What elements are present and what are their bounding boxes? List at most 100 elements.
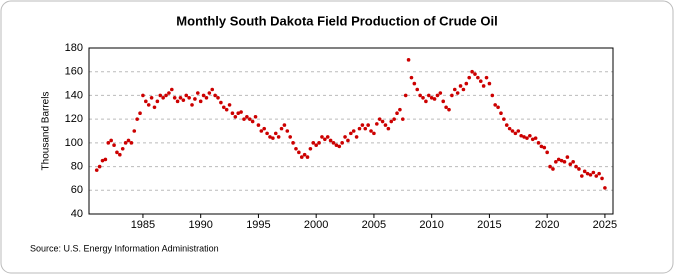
- data-point: [109, 138, 113, 143]
- data-point: [447, 107, 451, 112]
- data-point: [112, 143, 116, 148]
- data-point: [184, 93, 189, 98]
- data-point: [444, 105, 448, 110]
- data-point: [265, 131, 269, 136]
- data-point: [536, 141, 541, 145]
- data-point: [100, 158, 105, 163]
- data-point: [253, 114, 258, 119]
- data-point: [349, 131, 353, 136]
- data-point: [481, 84, 486, 88]
- data-point: [126, 138, 131, 143]
- data-point: [556, 157, 561, 162]
- data-point: [331, 141, 336, 145]
- data-point: [172, 96, 177, 100]
- data-point: [268, 135, 272, 139]
- data-point: [409, 75, 414, 80]
- data-point: [582, 169, 587, 174]
- data-point: [585, 171, 590, 176]
- data-point: [438, 91, 443, 95]
- data-point: [421, 96, 425, 100]
- data-point: [308, 146, 313, 151]
- y-tick-label: 100: [65, 137, 83, 149]
- data-point: [450, 93, 454, 98]
- data-point: [164, 93, 168, 98]
- data-point: [580, 174, 584, 178]
- data-point: [213, 93, 217, 98]
- data-point: [198, 99, 203, 104]
- data-point: [161, 96, 165, 100]
- data-point: [525, 136, 529, 140]
- data-point: [146, 103, 151, 107]
- data-point: [473, 72, 477, 76]
- data-point: [328, 138, 333, 143]
- y-tick-label: 180: [65, 42, 83, 54]
- data-point: [461, 87, 466, 92]
- data-point: [464, 81, 469, 86]
- data-point: [386, 126, 391, 131]
- data-point: [337, 144, 342, 149]
- data-point: [603, 186, 607, 190]
- data-point: [170, 87, 174, 92]
- y-tick-label: 120: [65, 113, 83, 125]
- data-point: [305, 155, 310, 159]
- data-point: [530, 137, 535, 142]
- data-point: [577, 167, 581, 171]
- data-point: [380, 119, 385, 124]
- y-tick-label: 40: [71, 208, 83, 220]
- data-point: [314, 143, 318, 148]
- data-point: [507, 126, 512, 131]
- data-point: [302, 152, 307, 157]
- data-point: [519, 133, 523, 138]
- data-point: [106, 141, 111, 145]
- data-point: [233, 114, 238, 119]
- data-point: [389, 119, 394, 124]
- data-point: [227, 103, 232, 107]
- data-point: [403, 93, 408, 98]
- data-point: [103, 157, 108, 162]
- y-tick-label: 140: [65, 89, 83, 101]
- data-point: [559, 158, 564, 163]
- data-point: [366, 123, 370, 127]
- data-point: [354, 135, 359, 139]
- data-point: [195, 91, 200, 95]
- data-point: [487, 81, 492, 86]
- x-tick-label: 1995: [246, 219, 270, 231]
- data-point: [273, 131, 278, 136]
- data-point: [484, 75, 489, 80]
- data-point: [565, 155, 570, 159]
- data-point: [294, 146, 298, 151]
- data-point: [118, 152, 122, 157]
- data-point: [276, 135, 281, 139]
- data-point: [597, 171, 601, 176]
- data-point: [340, 141, 344, 145]
- data-point: [250, 119, 255, 124]
- data-point: [548, 164, 552, 169]
- data-point: [346, 138, 350, 143]
- data-point: [144, 99, 148, 104]
- x-tick-label: 1985: [131, 219, 155, 231]
- data-point: [323, 137, 327, 142]
- y-tick-label: 60: [71, 184, 83, 196]
- y-tick-label: 160: [65, 66, 83, 78]
- data-point: [317, 141, 321, 145]
- data-point: [123, 141, 128, 145]
- data-point: [279, 126, 284, 131]
- data-point: [245, 114, 249, 119]
- data-point: [369, 129, 373, 133]
- x-tick-label: 1990: [188, 219, 212, 231]
- data-point: [351, 129, 356, 133]
- data-point: [400, 117, 405, 121]
- data-point: [138, 111, 142, 116]
- data-point: [158, 93, 163, 98]
- data-point: [155, 99, 160, 104]
- plot-area: [88, 47, 614, 215]
- data-point: [398, 107, 402, 112]
- data-point: [458, 84, 463, 88]
- data-point: [591, 170, 596, 175]
- data-point: [152, 105, 157, 110]
- data-point: [135, 117, 139, 121]
- data-point: [502, 117, 506, 121]
- data-point: [490, 93, 495, 98]
- data-point: [141, 93, 145, 98]
